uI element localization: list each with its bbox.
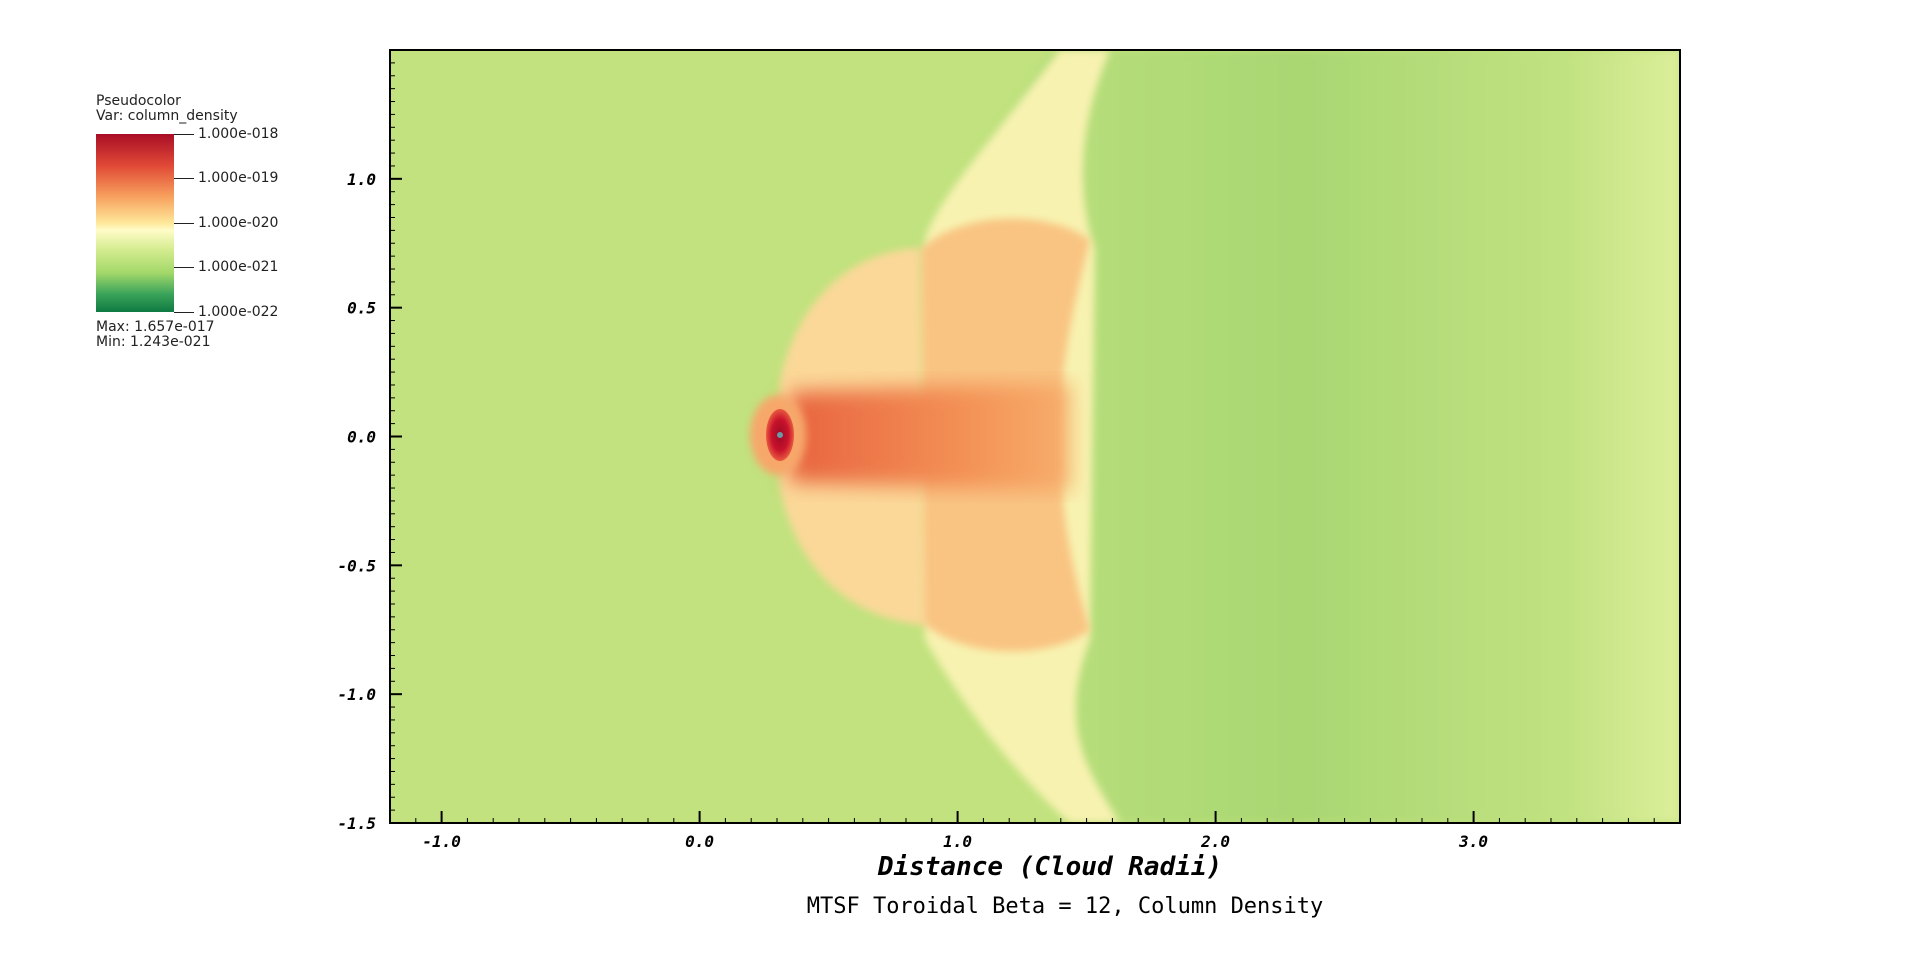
x-tick-label: -1.0 bbox=[422, 832, 461, 851]
x-tick-label: 3.0 bbox=[1458, 832, 1488, 851]
heatmap-field bbox=[390, 50, 1680, 823]
x-tick-label: 2.0 bbox=[1200, 832, 1230, 851]
y-axis-ticks: 1.0 0.5 0.0 -0.5 -1.0 -1.5 bbox=[337, 170, 402, 833]
axis-minor-ticks bbox=[389, 49, 1681, 824]
colorbar-tick-line bbox=[174, 312, 194, 313]
dense-jet bbox=[790, 382, 1070, 492]
colorbar-tick-label: 1.000e-020 bbox=[198, 215, 279, 231]
y-tick-label: -1.5 bbox=[337, 814, 376, 833]
colorbar-tick-label: 1.000e-019 bbox=[198, 170, 279, 186]
x-axis-label: Distance (Cloud Radii) bbox=[877, 852, 1223, 882]
chart-title: MTSF Toroidal Beta = 12, Column Density bbox=[806, 894, 1324, 919]
legend-plot-name: Pseudocolor bbox=[96, 93, 181, 109]
colorbar-tick-line bbox=[174, 223, 194, 224]
colorbar-gradient bbox=[96, 134, 174, 312]
x-axis-ticks: -1.0 0.0 1.0 2.0 3.0 bbox=[422, 811, 1488, 851]
y-tick-label: 0.0 bbox=[347, 428, 376, 447]
colorbar-tick-line bbox=[174, 178, 194, 179]
colorbar-tick-line bbox=[174, 134, 194, 135]
y-tick-label: 1.0 bbox=[347, 170, 376, 189]
colorbar-tick-label: 1.000e-022 bbox=[198, 304, 279, 320]
colorbar-legend: Pseudocolor Var: column_density 1.000e-0… bbox=[96, 94, 296, 364]
y-tick-label: -1.0 bbox=[337, 685, 376, 704]
x-tick-label: 0.0 bbox=[685, 832, 714, 851]
legend-var-label: Var: column_density bbox=[96, 108, 238, 124]
turbulent-wake bbox=[920, 50, 1680, 823]
colorbar-tick-line bbox=[174, 267, 194, 268]
legend-max-label: Max: 1.657e-017 bbox=[96, 319, 215, 335]
legend-min-label: Min: 1.243e-021 bbox=[96, 334, 211, 350]
central-source bbox=[777, 432, 783, 438]
x-tick-label: 1.0 bbox=[943, 832, 972, 851]
y-tick-label: -0.5 bbox=[337, 556, 376, 575]
colorbar-tick-label: 1.000e-018 bbox=[198, 126, 279, 142]
colorbar-tick-label: 1.000e-021 bbox=[198, 259, 279, 275]
y-tick-label: 0.5 bbox=[347, 299, 376, 318]
